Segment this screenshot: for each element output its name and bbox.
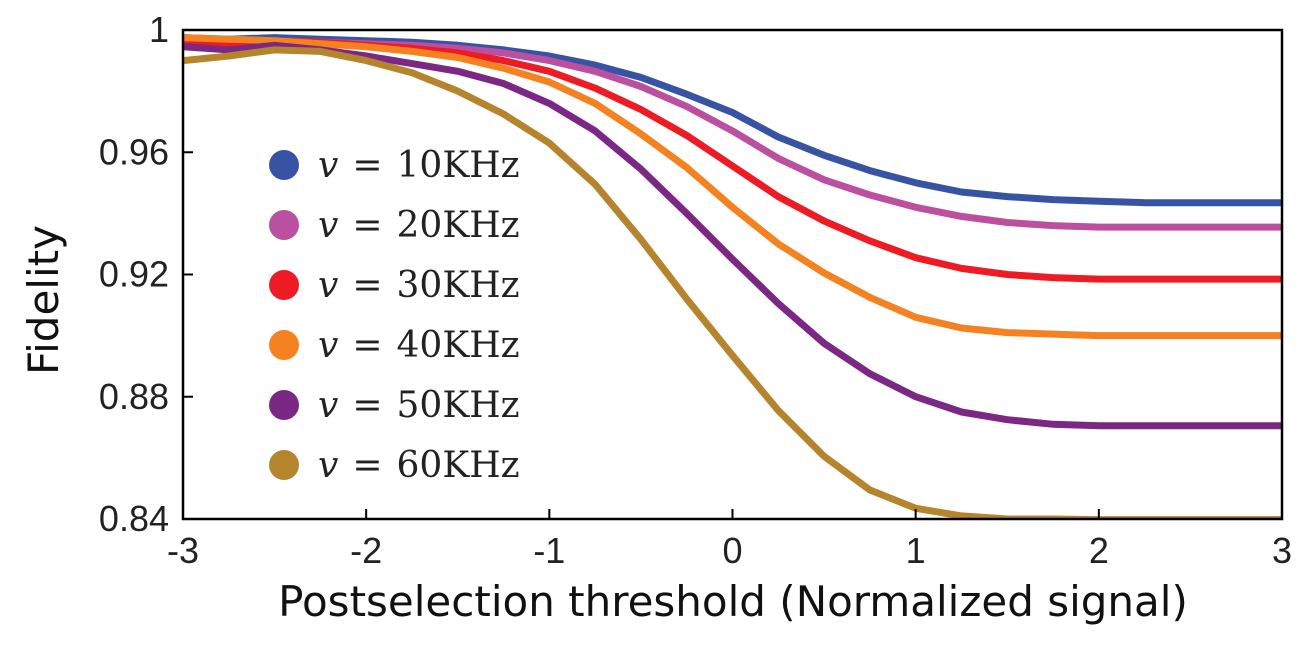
legend-marker [269, 450, 299, 480]
legend-item-20KHz: v = 20KHz [269, 205, 520, 246]
series-line-30KHz [183, 37, 1282, 283]
series-line-60KHz [183, 46, 1282, 519]
legend-label: v = 40KHz [318, 325, 520, 366]
legend-item-40KHz: v = 40KHz [269, 325, 520, 366]
legend-label: v = 30KHz [318, 265, 520, 306]
ticks-layer: -3 -2 -1 0 1 2 3 0.84 0.88 0.92 0.96 1 [99, 9, 1292, 571]
x-tick-label: -2 [350, 530, 382, 571]
y-tick-label: 0.92 [99, 254, 169, 295]
series-layer [183, 34, 1282, 519]
x-tick-label: 1 [906, 530, 926, 571]
x-tick-label: 2 [1089, 530, 1109, 571]
series-line-50KHz [183, 41, 1282, 430]
legend: v = 10KHz v = 20KHz v = 30KHz v = 40KHz v = 50KHz v = 60K… [269, 145, 520, 486]
legend-label: v = 10KHz [318, 145, 520, 186]
x-axis-label: Postselection threshold (Normalized sign… [278, 577, 1188, 626]
legend-marker [269, 390, 299, 420]
legend-label: v = 50KHz [318, 385, 520, 426]
plot-area-frame [181, 28, 1284, 521]
y-tick-label: 1 [149, 9, 169, 50]
series-line-10KHz [183, 34, 1282, 207]
legend-item-10KHz: v = 10KHz [269, 145, 520, 186]
y-axis-label: Fidelity [19, 225, 68, 375]
y-tick-label: 0.88 [99, 376, 169, 417]
legend-marker [269, 150, 299, 180]
legend-item-50KHz: v = 50KHz [269, 385, 520, 426]
legend-item-30KHz: v = 30KHz [269, 265, 520, 306]
legend-marker [269, 330, 299, 360]
x-tick-label: 3 [1272, 530, 1292, 571]
series-line-40KHz [183, 34, 1282, 340]
legend-marker [269, 270, 299, 300]
legend-item-60KHz: v = 60KHz [269, 445, 520, 486]
legend-label: v = 60KHz [318, 445, 520, 486]
x-tick-label: -1 [533, 530, 565, 571]
y-tick-label: 0.84 [99, 498, 169, 539]
legend-label: v = 20KHz [318, 205, 520, 246]
x-tick-label: 0 [722, 530, 742, 571]
x-tick-label: -3 [167, 530, 199, 571]
legend-marker [269, 210, 299, 240]
y-tick-label: 0.96 [99, 131, 169, 172]
